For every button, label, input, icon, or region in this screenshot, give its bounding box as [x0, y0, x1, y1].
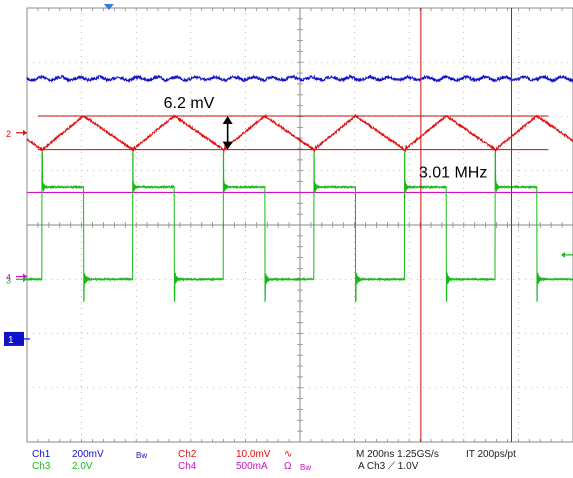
channel-markers: 2 43 1	[4, 4, 573, 346]
ch2-marker-arrowhead-icon	[23, 129, 27, 136]
ch2-trace	[26, 113, 573, 154]
ch4-label: Ch4	[178, 461, 197, 472]
ch1-label: Ch1	[32, 449, 51, 460]
ripple-arrow-up-icon	[222, 115, 233, 124]
ch1-scale: 200mV	[72, 449, 104, 460]
ch3-marker: 3	[6, 275, 11, 285]
ch3-trace	[26, 151, 573, 302]
ch1-ground-marker-box	[4, 331, 24, 346]
status-bar: Ch1 200mV Bw Ch2 10.0mV ∿ Ch3 2.0V Ch4 5…	[0, 446, 573, 478]
trigger-position-icon	[103, 4, 114, 10]
ch2-marker: 2	[6, 129, 11, 139]
ch4-bandwidth: Bw	[300, 463, 312, 472]
interpolation-readout: IT 200ps/pt	[466, 449, 516, 460]
ch1-trace	[26, 73, 573, 84]
ch2-coupling-icon: ∿	[284, 449, 293, 460]
graticule	[26, 7, 573, 443]
ch4-scale: 500mA	[236, 461, 268, 472]
ch3-marker-arrowhead-icon	[23, 276, 27, 283]
annotations: 6.2 mV 3.01 MHz	[37, 8, 549, 442]
timebase-readout: M 200ns 1.25GS/s	[356, 449, 439, 460]
ch3-scale: 2.0V	[72, 461, 93, 472]
ch1-bandwidth: Bw	[136, 451, 148, 460]
trigger-readout: A Ch3 ⟋ 1.0V	[358, 461, 419, 472]
frequency-label: 3.01 MHz	[419, 165, 487, 182]
ripple-arrow-down-icon	[222, 141, 233, 150]
trigger-level-arrow-icon	[561, 251, 565, 258]
ch1-ground-marker: 1	[8, 335, 14, 346]
ripple-amplitude-label: 6.2 mV	[164, 95, 215, 112]
ch4-impedance-icon: Ω	[284, 461, 292, 472]
traces	[26, 73, 573, 302]
ch2-label: Ch2	[178, 449, 197, 460]
ch2-scale: 10.0mV	[236, 449, 271, 460]
ch4-marker: 4	[6, 273, 11, 283]
ch3-label: Ch3	[32, 461, 51, 472]
